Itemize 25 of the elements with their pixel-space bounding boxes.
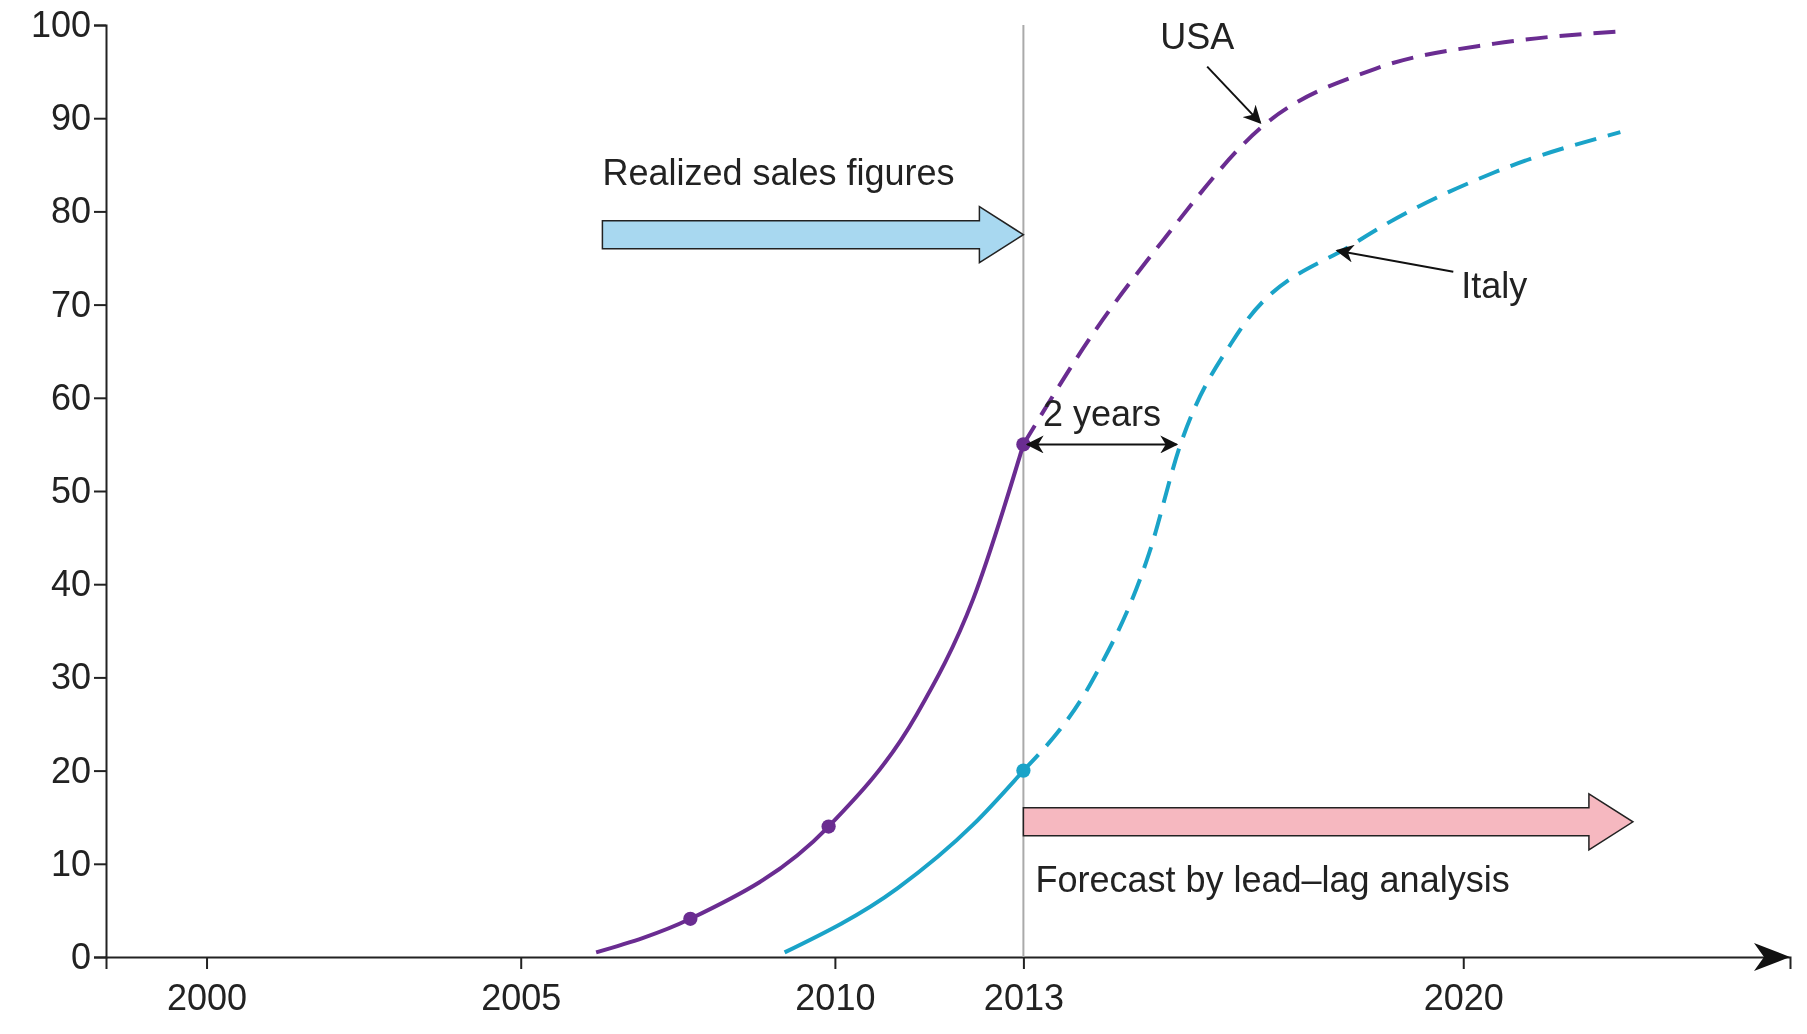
y-tick-label: 0 — [70, 936, 91, 978]
x-tick-label: 2010 — [795, 976, 876, 1018]
point — [1016, 437, 1031, 452]
annotation: Italy — [1461, 264, 1528, 306]
y-tick-label: 50 — [50, 470, 91, 512]
point — [1016, 763, 1031, 778]
annotation: 2 years — [1042, 393, 1161, 435]
y-tick-label: 60 — [50, 376, 91, 418]
y-tick-label: 90 — [50, 97, 91, 139]
annotation: Forecast by lead–lag analysis — [1035, 858, 1510, 900]
x-tick-label: 2005 — [481, 976, 562, 1018]
x-tick-label: 2013 — [983, 976, 1064, 1018]
y-tick-label: 100 — [30, 4, 91, 46]
y-tick-label: 40 — [50, 563, 91, 605]
x-tick-label: 2020 — [1423, 976, 1504, 1018]
point — [821, 819, 836, 834]
annotation: USA — [1160, 15, 1235, 57]
y-tick-label: 80 — [50, 190, 91, 232]
y-tick-label: 10 — [50, 842, 91, 884]
y-tick-label: 30 — [50, 656, 91, 698]
annotation: Realized sales figures — [602, 151, 955, 193]
point — [683, 911, 698, 926]
x-tick-label: 2000 — [166, 976, 248, 1018]
y-tick-label: 20 — [50, 749, 91, 791]
y-tick-label: 70 — [50, 283, 91, 325]
